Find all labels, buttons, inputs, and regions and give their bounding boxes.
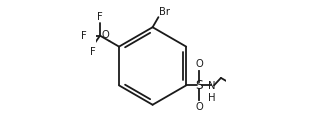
Text: F: F	[81, 31, 87, 41]
Text: N: N	[208, 81, 216, 91]
Text: F: F	[97, 12, 103, 22]
Text: H: H	[208, 93, 216, 103]
Text: O: O	[195, 59, 203, 69]
Text: O: O	[195, 102, 203, 112]
Text: F: F	[90, 47, 96, 57]
Text: S: S	[195, 79, 203, 92]
Text: Br: Br	[159, 6, 170, 16]
Text: O: O	[101, 30, 109, 41]
